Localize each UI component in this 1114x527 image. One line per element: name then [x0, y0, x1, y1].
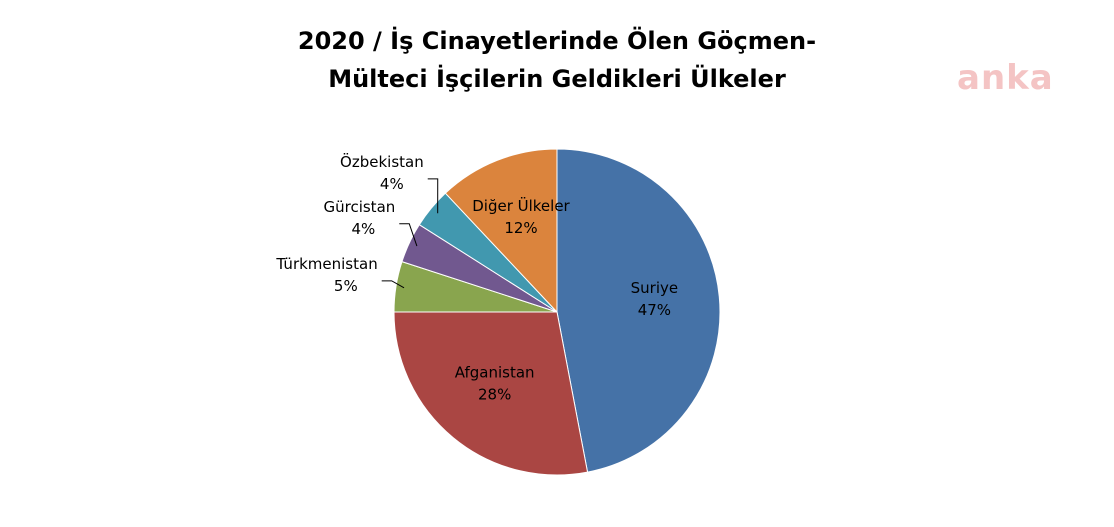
pie-slice — [556, 148, 721, 473]
leader-line — [427, 178, 439, 214]
leader-line — [381, 280, 405, 289]
category-label: Gürcistan — [323, 198, 395, 216]
data-label: Suriye 47% — [631, 279, 678, 319]
category-label: Diğer Ülkeler — [472, 196, 570, 215]
value-label: 4% — [380, 175, 404, 193]
data-label: Diğer Ülkeler 12% — [472, 196, 570, 237]
data-label: Gürcistan 4% — [323, 198, 395, 238]
value-label: 28% — [478, 385, 511, 403]
watermark: anka — [957, 58, 1054, 98]
pie-slice — [393, 311, 589, 476]
pie-slice — [444, 148, 558, 314]
category-label: Özbekistan — [340, 152, 424, 171]
leader-line — [399, 223, 418, 247]
category-label: Afganistan — [455, 363, 535, 381]
category-label: Türkmenistan — [275, 255, 377, 273]
value-label: 4% — [351, 220, 375, 238]
value-label: 47% — [638, 301, 671, 319]
value-label: 5% — [334, 277, 358, 295]
data-label: Özbekistan 4% — [340, 152, 424, 193]
data-label: Türkmenistan 5% — [275, 255, 377, 295]
category-label: Suriye — [631, 279, 678, 297]
chart-title: 2020 / İş Cinayetlerinde Ölen Göçmen-Mül… — [297, 27, 817, 93]
data-label: Afganistan 28% — [455, 363, 535, 403]
value-label: 12% — [504, 219, 537, 237]
